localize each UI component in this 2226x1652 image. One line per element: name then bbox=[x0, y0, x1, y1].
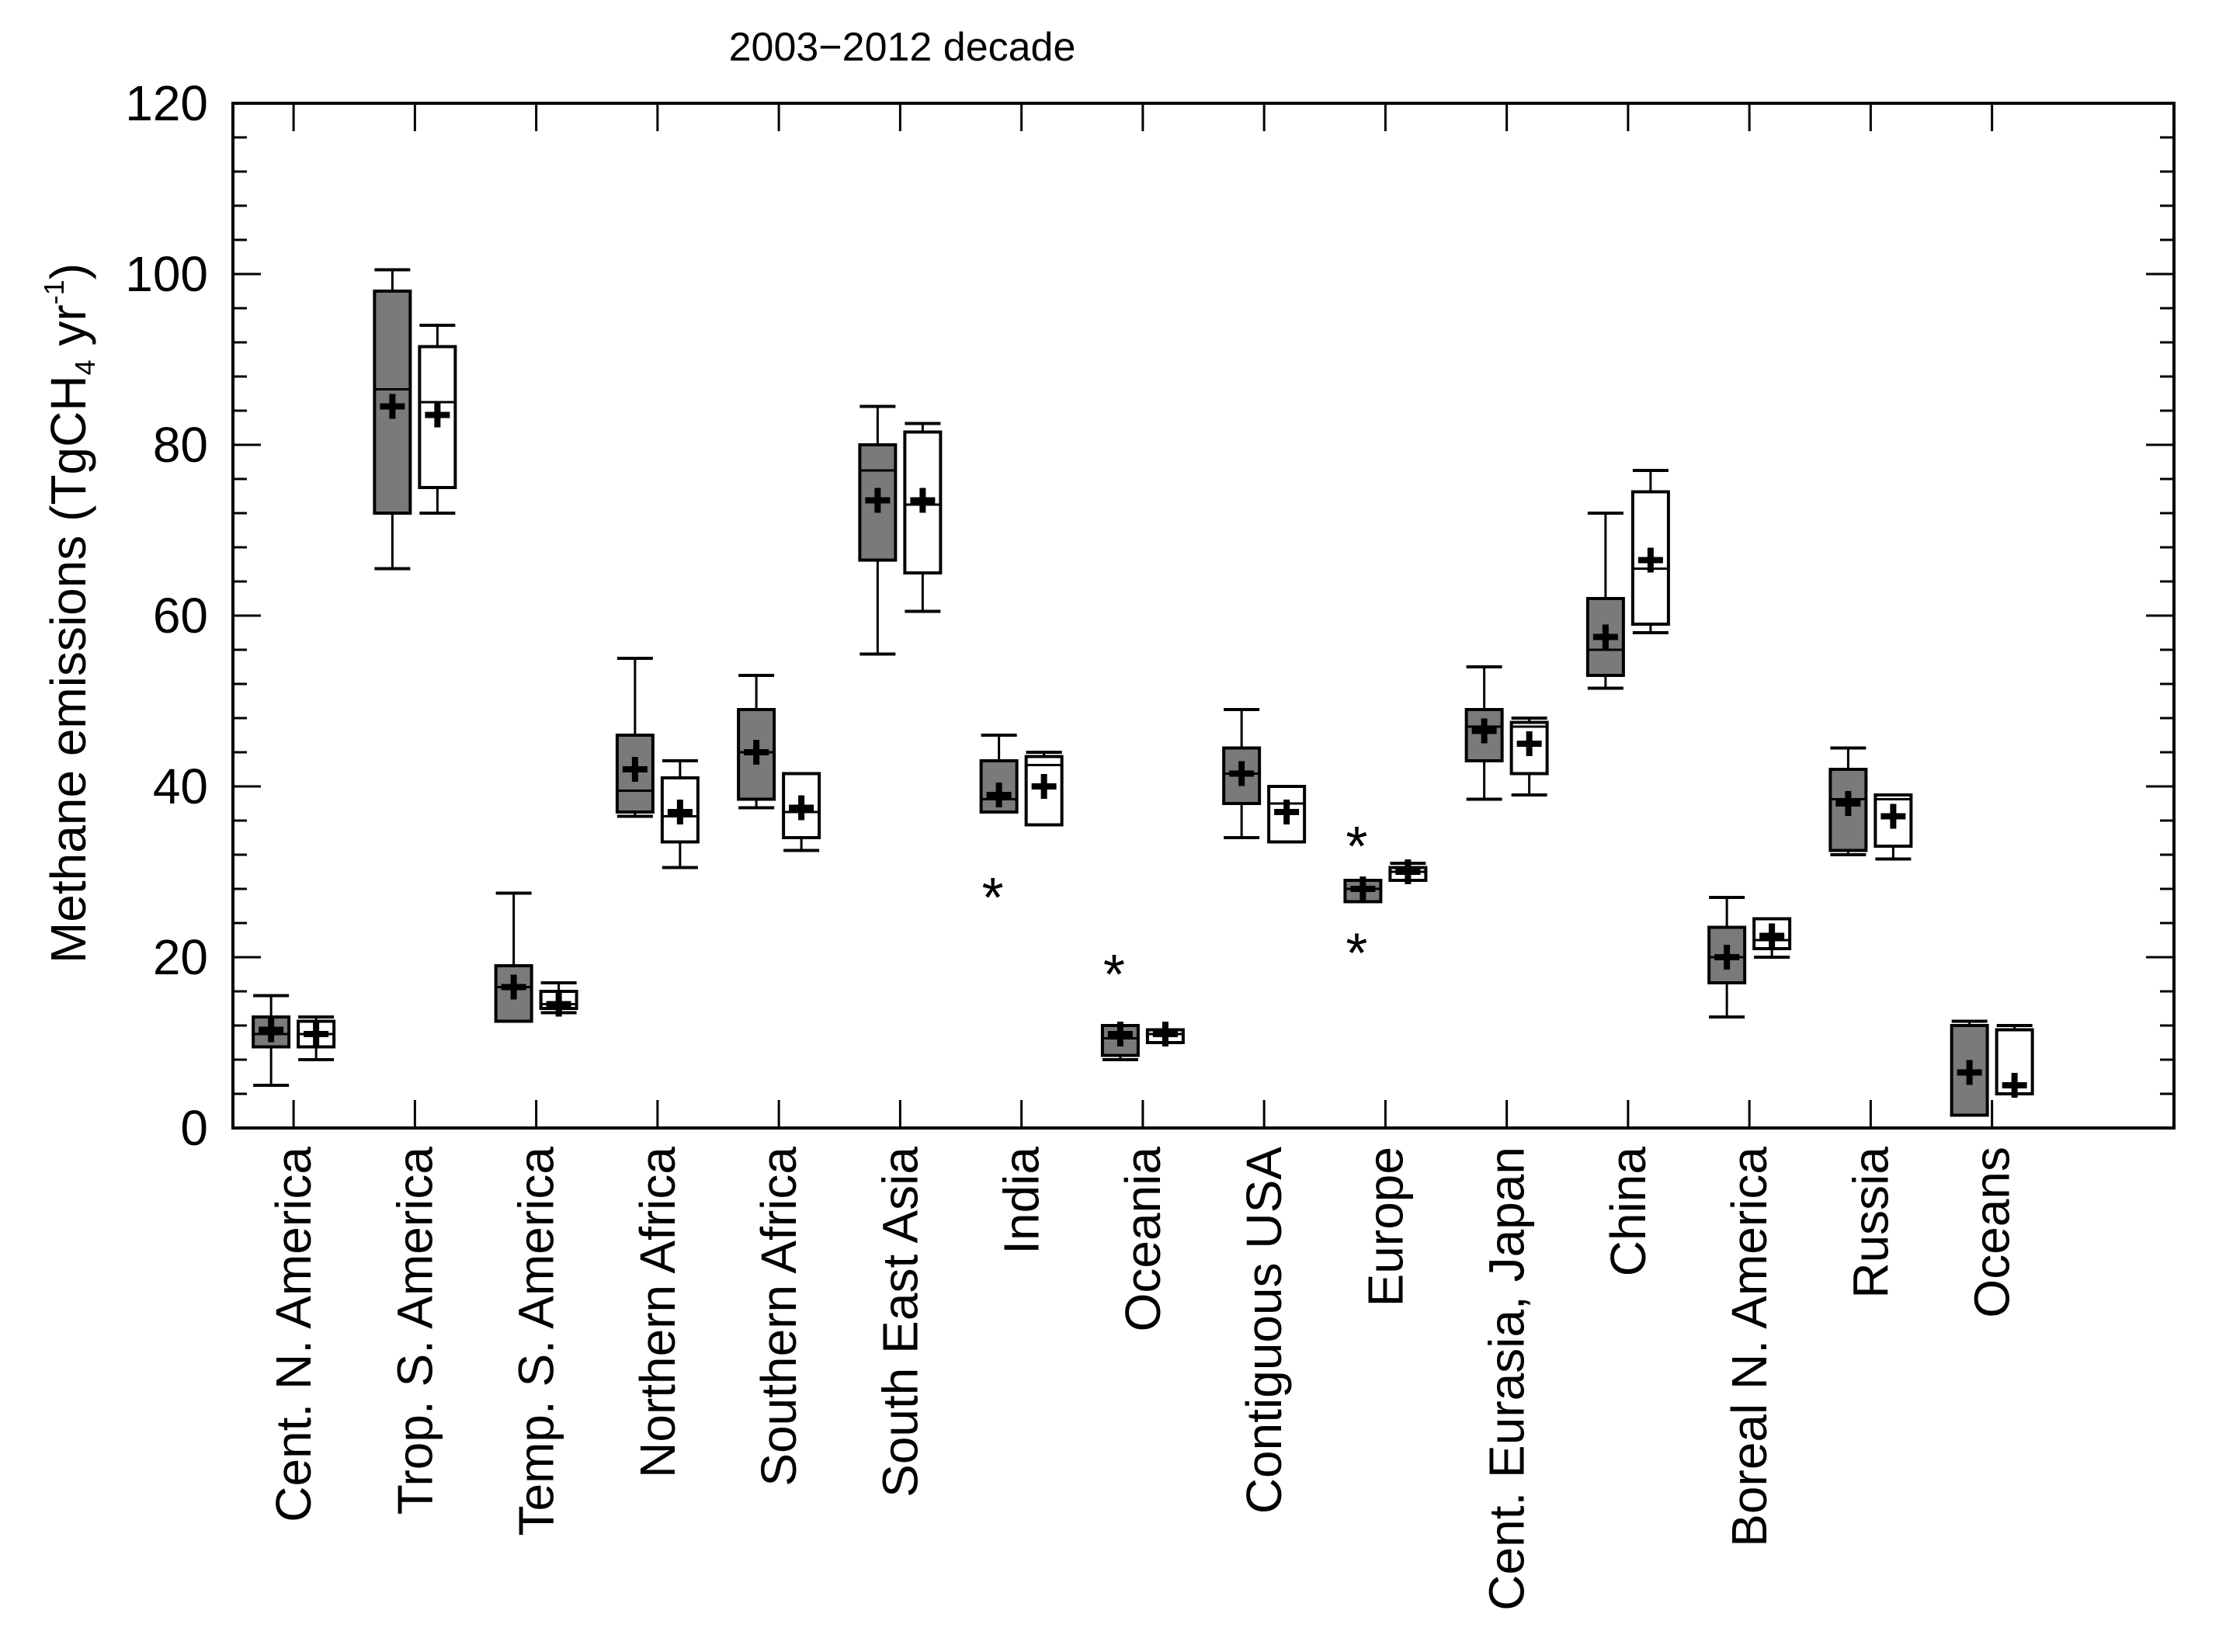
box-open-10 bbox=[1509, 717, 1549, 796]
x-tick-label: Contiguous USA bbox=[1236, 1147, 1292, 1514]
box-open-5 bbox=[903, 422, 943, 613]
plot-frame bbox=[231, 102, 2176, 1130]
y-axis-label-sub: 4 bbox=[69, 359, 101, 375]
y-axis-label: Methane emissions (TgCH4 yr-1) bbox=[38, 263, 101, 963]
box-filled-11 bbox=[1585, 512, 1625, 690]
chart-title: 2003−2012 decade bbox=[729, 25, 1076, 70]
x-tick-label: China bbox=[1600, 1147, 1656, 1277]
y-tick-label: 60 bbox=[153, 588, 208, 644]
y-tick-label: 20 bbox=[153, 929, 208, 985]
y-tick-label: 120 bbox=[125, 75, 208, 131]
box-filled-14 bbox=[1950, 1019, 1989, 1117]
box-open-8 bbox=[1267, 785, 1307, 844]
x-tick-label: Cent. Eurasia, Japan bbox=[1479, 1147, 1535, 1611]
box-filled-12 bbox=[1707, 896, 1747, 1019]
box-filled-10 bbox=[1464, 665, 1504, 801]
box-filled-4 bbox=[737, 674, 776, 810]
outlier-marker: * bbox=[1346, 816, 1367, 878]
x-tick-label: Cent. N. America bbox=[266, 1147, 321, 1522]
box-open-14 bbox=[1995, 1024, 2034, 1098]
x-tick-label: Oceans bbox=[1964, 1147, 2020, 1318]
box-open-6 bbox=[1024, 751, 1064, 827]
x-tick-label: India bbox=[994, 1147, 1050, 1255]
box-open-0 bbox=[297, 1015, 336, 1061]
y-ticks: 0 20 40 60 80 100 120 bbox=[125, 75, 2174, 1156]
box-filled-0 bbox=[252, 994, 291, 1087]
outlier-marker: * bbox=[1103, 944, 1125, 1006]
y-tick-label: 0 bbox=[180, 1100, 208, 1156]
x-tick-label: Northern Africa bbox=[630, 1147, 686, 1478]
box-open-4 bbox=[782, 772, 821, 852]
x-tick-label: Southern Africa bbox=[751, 1147, 807, 1487]
x-tick-label: Oceania bbox=[1115, 1147, 1171, 1332]
outlier-marker: * bbox=[982, 867, 1004, 929]
outlier-marker: * bbox=[1346, 923, 1367, 985]
box-open-7 bbox=[1145, 1022, 1185, 1046]
y-axis-label-mid: yr bbox=[40, 304, 96, 359]
box-filled-8 bbox=[1222, 708, 1262, 839]
box-filled-2 bbox=[494, 891, 533, 1023]
y-tick-label: 80 bbox=[153, 417, 208, 473]
x-tick-label: Trop. S. America bbox=[387, 1147, 443, 1515]
boxes: **** bbox=[252, 268, 2034, 1117]
x-tick-label: Europe bbox=[1357, 1147, 1413, 1307]
y-tick-label: 40 bbox=[153, 758, 208, 814]
x-tick-label: Boreal N. America bbox=[1721, 1147, 1777, 1547]
box-filled-5 bbox=[858, 404, 898, 656]
box-filled-6: * bbox=[979, 734, 1019, 929]
box-filled-7: * bbox=[1100, 944, 1140, 1061]
box-filled-9: ** bbox=[1343, 816, 1383, 985]
x-tick-label: South East Asia bbox=[872, 1147, 928, 1498]
box-filled-13 bbox=[1828, 746, 1868, 856]
box-open-12 bbox=[1752, 917, 1792, 959]
box-open-11 bbox=[1630, 469, 1670, 634]
y-axis-label-sup: -1 bbox=[38, 279, 70, 304]
box-filled-3 bbox=[615, 657, 655, 818]
box-open-2 bbox=[539, 981, 578, 1017]
box-open-13 bbox=[1874, 793, 1913, 861]
box-open-1 bbox=[418, 324, 457, 515]
y-axis-label-end: ) bbox=[40, 263, 96, 279]
box-filled-1 bbox=[373, 268, 412, 571]
y-tick-label: 100 bbox=[125, 246, 208, 302]
x-ticks: Cent. N. America Trop. S. America Temp. S.… bbox=[266, 103, 2020, 1611]
box-open-9 bbox=[1388, 859, 1428, 884]
x-tick-label: Temp. S. America bbox=[509, 1147, 564, 1536]
box-open-3 bbox=[660, 759, 700, 869]
y-axis-label-main: Methane emissions (TgCH bbox=[40, 375, 96, 963]
box-iqr bbox=[1509, 720, 1549, 776]
x-tick-label: Russia bbox=[1842, 1147, 1898, 1299]
